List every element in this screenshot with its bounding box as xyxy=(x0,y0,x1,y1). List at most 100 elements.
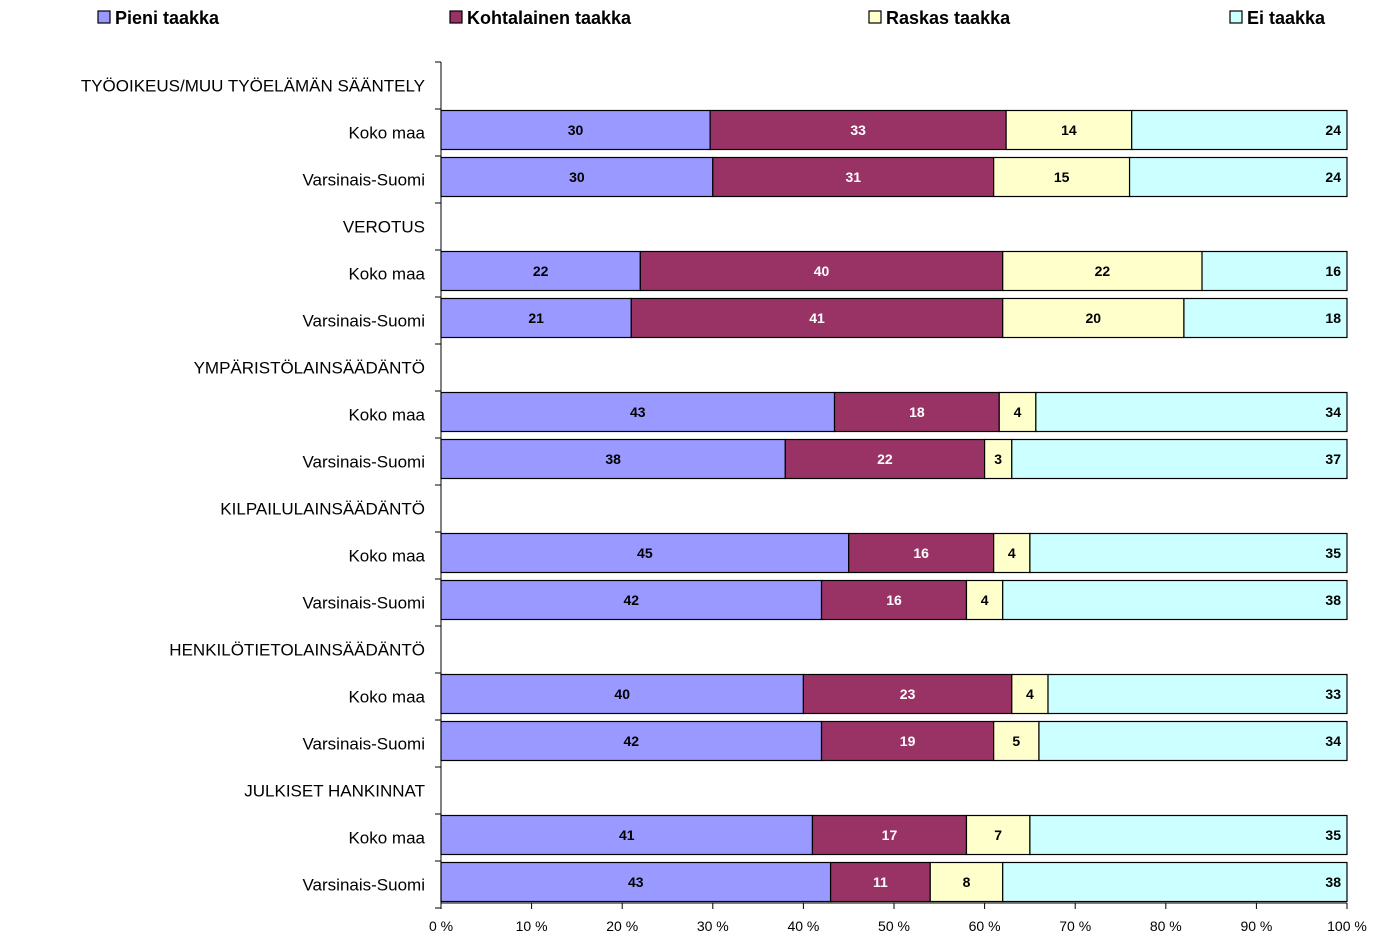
data-label: 24 xyxy=(1325,169,1341,185)
data-label: 38 xyxy=(1325,592,1341,608)
data-label: 24 xyxy=(1325,122,1341,138)
bar-segment xyxy=(784,438,986,480)
bar-segment xyxy=(440,109,711,151)
bar-segment xyxy=(440,814,814,856)
data-label: 38 xyxy=(605,451,621,467)
x-tick-label: 0 % xyxy=(429,918,453,934)
bar-segment xyxy=(993,720,1040,762)
bar-segment xyxy=(440,156,714,198)
bar-segment xyxy=(965,814,1031,856)
bar-segment xyxy=(630,297,1004,339)
data-label: 38 xyxy=(1325,874,1341,890)
category-label: Koko maa xyxy=(348,124,425,143)
data-label: 18 xyxy=(1325,310,1341,326)
bar-segment xyxy=(440,579,823,621)
data-label: 16 xyxy=(886,592,902,608)
y-axis xyxy=(435,61,442,909)
data-label: 4 xyxy=(981,592,989,608)
data-label: 15 xyxy=(1054,169,1070,185)
bar-segment xyxy=(712,156,995,198)
data-label: 22 xyxy=(1095,263,1111,279)
bar-segment xyxy=(1047,673,1348,715)
data-label: 35 xyxy=(1325,545,1341,561)
data-label: 42 xyxy=(623,733,639,749)
data-label: 20 xyxy=(1086,310,1102,326)
data-label: 33 xyxy=(850,122,866,138)
bar-segment xyxy=(440,532,850,574)
bar-segment xyxy=(440,297,632,339)
bar-segment xyxy=(639,250,1004,292)
bar-segment xyxy=(440,861,832,903)
bar-segment xyxy=(440,673,804,715)
bar-segment xyxy=(929,861,1004,903)
legend-swatch xyxy=(97,10,111,24)
bar-segment xyxy=(1002,861,1348,903)
data-label: 40 xyxy=(814,263,830,279)
data-label: 4 xyxy=(1008,545,1016,561)
data-label: 5 xyxy=(1012,733,1020,749)
data-label: 34 xyxy=(1325,733,1341,749)
category-label: Varsinais-Suomi xyxy=(302,876,425,895)
data-label: 22 xyxy=(533,263,549,279)
bar-segment xyxy=(1029,814,1348,856)
data-label: 35 xyxy=(1325,827,1341,843)
data-label: 43 xyxy=(630,404,646,420)
category-label: Varsinais-Suomi xyxy=(302,171,425,190)
data-label: 23 xyxy=(900,686,916,702)
x-tick-label: 50 % xyxy=(878,918,910,934)
data-label: 22 xyxy=(877,451,893,467)
category-labels: TYÖOIKEUS/MUU TYÖELÄMÄN SÄÄNTELY Koko maa… xyxy=(81,77,426,895)
legend-swatch xyxy=(449,10,463,24)
x-tick-label: 60 % xyxy=(969,918,1001,934)
category-label: Varsinais-Suomi xyxy=(302,594,425,613)
legend-swatch xyxy=(1229,10,1243,24)
legend-label: Kohtalainen taakka xyxy=(467,8,632,28)
bar-segment xyxy=(1011,438,1348,480)
section-label: KILPAILULAINSÄÄDÄNTÖ xyxy=(220,500,425,519)
bar-segment xyxy=(848,532,995,574)
section-label: VEROTUS xyxy=(343,218,425,237)
bar-segment xyxy=(709,109,1007,151)
bar-segment xyxy=(440,250,641,292)
section-label: JULKISET HANKINNAT xyxy=(244,782,425,801)
bar-segment xyxy=(820,720,995,762)
chart-legend: Pieni taakka Kohtalainen taakka Raskas taa… xyxy=(97,8,1326,28)
bar-segment xyxy=(993,532,1031,574)
bar-segment xyxy=(440,720,823,762)
data-label: 8 xyxy=(963,874,971,890)
data-label: 16 xyxy=(1325,263,1341,279)
data-label: 14 xyxy=(1061,122,1077,138)
section-label: TYÖOIKEUS/MUU TYÖELÄMÄN SÄÄNTELY xyxy=(81,77,425,96)
data-label: 16 xyxy=(913,545,929,561)
bar-segment xyxy=(440,438,786,480)
data-label: 4 xyxy=(1026,686,1034,702)
x-tick-label: 10 % xyxy=(516,918,548,934)
section-label: HENKILÖTIETOLAINSÄÄDÄNTÖ xyxy=(169,641,425,660)
data-label: 45 xyxy=(637,545,653,561)
data-label: 3 xyxy=(994,451,1002,467)
data-label: 7 xyxy=(994,827,1002,843)
data-label: 31 xyxy=(845,169,861,185)
category-label: Varsinais-Suomi xyxy=(302,735,425,754)
bar-segment xyxy=(1128,156,1348,198)
bar-segment xyxy=(1029,532,1348,574)
bar-segment xyxy=(965,579,1004,621)
category-label: Koko maa xyxy=(348,688,425,707)
data-label: 19 xyxy=(900,733,916,749)
x-tick-label: 20 % xyxy=(606,918,638,934)
data-label: 11 xyxy=(873,874,888,890)
data-label: 40 xyxy=(614,686,630,702)
legend-label: Raskas taakka xyxy=(886,8,1011,28)
x-tick-label: 40 % xyxy=(787,918,819,934)
data-label: 18 xyxy=(909,404,925,420)
data-label: 33 xyxy=(1325,686,1341,702)
data-label: 43 xyxy=(628,874,644,890)
bar-segment xyxy=(1002,579,1348,621)
data-label: 30 xyxy=(569,169,585,185)
data-label: 42 xyxy=(623,592,639,608)
bar-segment xyxy=(1038,720,1348,762)
bar-segment xyxy=(829,861,931,903)
bar-segment xyxy=(833,391,1000,433)
